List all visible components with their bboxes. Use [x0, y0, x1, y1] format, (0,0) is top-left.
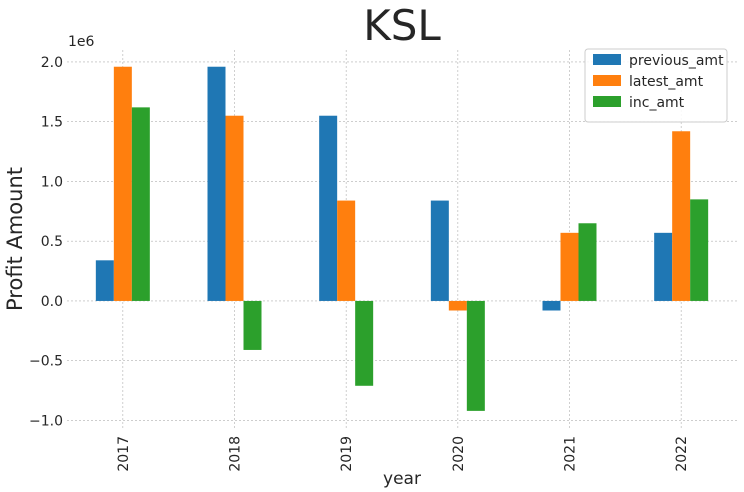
legend-swatch-latest_amt — [593, 75, 621, 86]
bar-latest_amt-2018 — [225, 115, 244, 301]
y-tick-label: 1.5 — [41, 115, 63, 131]
legend: previous_amt latest_amt inc_amt — [584, 48, 728, 123]
y-tick-label: 0.5 — [41, 234, 63, 250]
x-tick-label: 2019 — [339, 436, 355, 472]
y-tick-label: 1.0 — [41, 174, 63, 190]
bar-previous_amt-2021 — [542, 300, 561, 311]
bar-previous_amt-2022 — [654, 232, 673, 301]
bar-latest_amt-2019 — [337, 200, 356, 301]
bar-latest_amt-2021 — [560, 232, 579, 301]
legend-label-inc_amt: inc_amt — [629, 95, 685, 111]
y-tick-label: 2.0 — [41, 55, 63, 71]
bar-inc_amt-2021 — [578, 223, 597, 301]
x-axis-title: year — [383, 469, 421, 489]
bar-inc_amt-2022 — [690, 199, 709, 301]
legend-label-latest_amt: latest_amt — [629, 74, 704, 90]
x-tick-label: 2017 — [116, 436, 132, 472]
bar-inc_amt-2019 — [355, 300, 374, 386]
x-tick-label: 2020 — [451, 436, 467, 472]
bar-inc_amt-2017 — [131, 107, 150, 301]
bar-previous_amt-2017 — [95, 260, 114, 301]
y-tick-label: 0.0 — [41, 294, 63, 310]
bar-previous_amt-2020 — [430, 200, 449, 301]
y-tick-label: −1.0 — [29, 413, 63, 429]
y-offset-label: 1e6 — [68, 34, 95, 50]
x-tick-label: 2022 — [674, 436, 690, 472]
bar-inc_amt-2020 — [466, 300, 485, 411]
x-tick-label: 2021 — [563, 436, 579, 472]
chart-title: KSL — [363, 1, 441, 50]
bar-inc_amt-2018 — [243, 300, 262, 350]
x-tick-labels: 2017 2018 2019 2020 2021 2022 — [116, 436, 690, 472]
bar-previous_amt-2019 — [319, 115, 338, 301]
legend-swatch-inc_amt — [593, 96, 621, 107]
x-tick-label: 2018 — [228, 436, 244, 472]
y-tick-labels: −1.0 −0.5 0.0 0.5 1.0 1.5 2.0 — [29, 55, 63, 429]
legend-swatch-previous_amt — [593, 54, 621, 65]
legend-label-previous_amt: previous_amt — [629, 53, 724, 69]
bar-latest_amt-2020 — [448, 300, 467, 311]
bar-previous_amt-2018 — [207, 66, 226, 301]
y-tick-label: −0.5 — [29, 354, 63, 370]
bar-latest_amt-2017 — [113, 66, 132, 301]
bars — [95, 66, 709, 411]
bar-latest_amt-2022 — [672, 131, 691, 301]
y-axis-title: Profit Amount — [3, 167, 27, 311]
